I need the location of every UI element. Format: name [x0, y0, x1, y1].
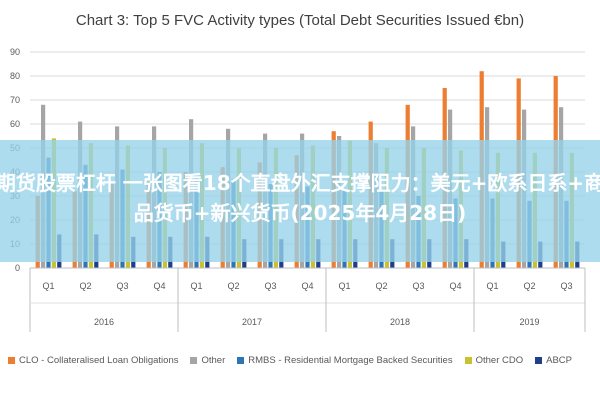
- x-tick-label: Q3: [560, 281, 572, 291]
- legend-item: ABCP: [535, 355, 572, 366]
- year-label: 2018: [390, 317, 410, 327]
- x-tick-label: Q4: [449, 281, 461, 291]
- legend-label: Other: [201, 354, 226, 366]
- y-tick-label: 70: [10, 95, 20, 105]
- x-tick-label: Q3: [264, 281, 276, 291]
- x-tick-label: Q1: [42, 281, 54, 291]
- y-tick-label: 80: [10, 71, 20, 81]
- y-tick-label: 90: [10, 47, 20, 57]
- x-tick-label: Q1: [486, 281, 498, 291]
- legend-swatch: [464, 356, 472, 364]
- overlay-banner: [0, 140, 600, 262]
- legend-swatch: [8, 356, 15, 364]
- x-tick-label: Q2: [227, 281, 239, 291]
- legend-label: CLO - Collateralised Loan Obligations: [19, 354, 179, 366]
- x-tick-label: Q1: [338, 281, 350, 291]
- legend-label: RMBS - Residential Mortgage Backed Secur…: [248, 354, 453, 366]
- x-tick-label: Q3: [116, 281, 128, 291]
- legend-swatch: [535, 356, 543, 364]
- x-tick-label: Q4: [301, 281, 313, 291]
- x-tick-label: Q4: [153, 281, 165, 291]
- x-tick-label: Q2: [523, 281, 535, 291]
- x-tick-label: Q3: [412, 281, 424, 291]
- chart-title: Chart 3: Top 5 FVC Activity types (Total…: [75, 12, 525, 29]
- year-label: 2019: [519, 317, 539, 327]
- x-axis: Q1 Q2 Q3 Q4 Q1 Q2 Q3 Q4 Q1 Q2 Q3 Q4 Q1 Q2 Q3 2016 2017 20…: [29, 267, 586, 332]
- legend-label: Other CDO: [475, 354, 524, 366]
- year-label: 2017: [242, 317, 262, 327]
- legend-swatch: [237, 356, 245, 364]
- legend-item: RMBS - Residential Mortgage Backed Secur…: [237, 354, 453, 366]
- y-tick-label: 60: [10, 119, 20, 129]
- legend-item: Other: [190, 355, 225, 366]
- legend: CLO - Collateralised Loan Obligations Oth…: [8, 352, 600, 368]
- legend-item: Other CDO: [464, 354, 524, 366]
- year-label: 2016: [94, 317, 114, 327]
- x-tick-label: Q1: [190, 281, 202, 291]
- y-tick-label: 0: [15, 263, 20, 273]
- overlay-headline[interactable]: 期货股票杠杆 一张图看18个直盘外汇支撑阻力：美元+欧系日系+商品货币+新兴货币…: [0, 171, 600, 225]
- legend-label: ABCP: [546, 354, 572, 366]
- legend-item: CLO - Collateralised Loan Obligations: [8, 355, 178, 366]
- x-tick-label: Q2: [79, 281, 91, 291]
- legend-swatch: [190, 356, 198, 364]
- x-tick-label: Q2: [375, 281, 387, 291]
